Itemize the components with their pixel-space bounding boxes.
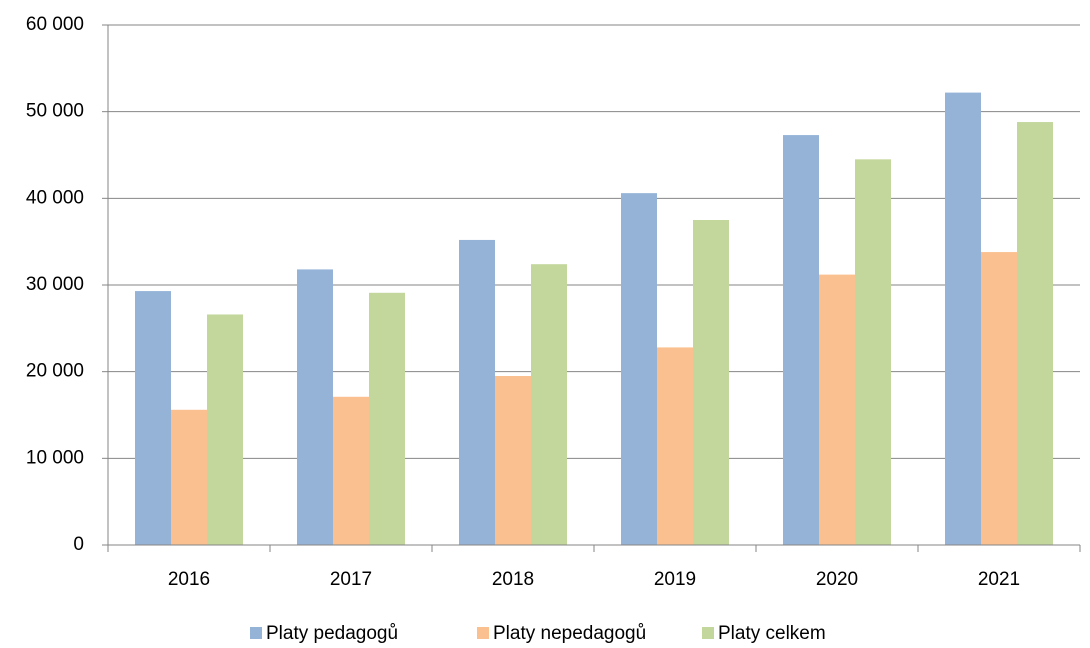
bar xyxy=(531,264,567,545)
bar xyxy=(819,274,855,545)
bar xyxy=(783,135,819,546)
y-tick-label: 10 000 xyxy=(26,447,84,468)
bar xyxy=(621,193,657,545)
bar xyxy=(945,92,981,545)
bar xyxy=(171,409,207,545)
legend-swatch xyxy=(477,627,489,639)
bar xyxy=(135,291,171,545)
legend-label: Platy pedagogů xyxy=(266,623,398,644)
legend-label: Platy nepedagogů xyxy=(493,623,646,644)
x-tick-label: 2021 xyxy=(978,569,1020,590)
y-tick-label: 60 000 xyxy=(26,14,84,35)
bar xyxy=(657,347,693,545)
y-tick-label: 30 000 xyxy=(26,274,84,295)
bar xyxy=(981,252,1017,546)
bar xyxy=(207,314,243,545)
bar xyxy=(297,269,333,545)
y-tick-label: 50 000 xyxy=(26,101,84,122)
legend-swatch xyxy=(702,627,714,639)
bar xyxy=(333,396,369,545)
bar xyxy=(495,376,531,545)
bar xyxy=(855,159,891,546)
x-tick-label: 2016 xyxy=(168,569,210,590)
x-tick-label: 2017 xyxy=(330,569,372,590)
bar xyxy=(369,292,405,545)
y-tick-label: 40 000 xyxy=(26,187,84,208)
x-tick-label: 2019 xyxy=(654,569,696,590)
legend-swatch xyxy=(250,627,262,639)
x-tick-label: 2018 xyxy=(492,569,534,590)
bar xyxy=(693,220,729,545)
bar xyxy=(1017,122,1053,546)
bar xyxy=(459,239,495,545)
x-tick-label: 2020 xyxy=(816,569,858,590)
y-tick-label: 20 000 xyxy=(26,361,84,382)
legend-label: Platy celkem xyxy=(718,623,826,644)
y-tick-label: 0 xyxy=(73,534,84,555)
